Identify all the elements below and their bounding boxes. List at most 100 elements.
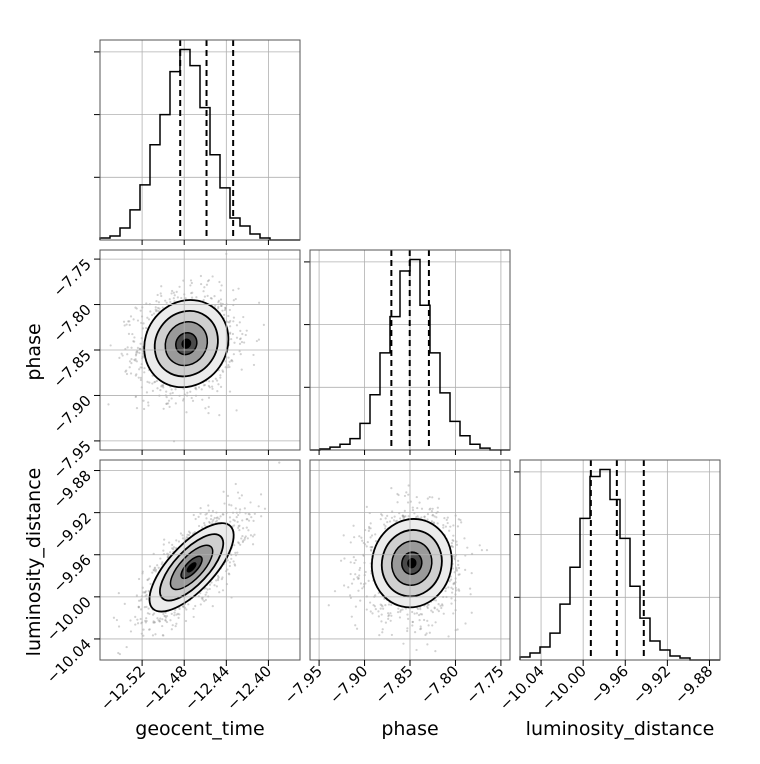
scatter-point	[357, 589, 360, 592]
scatter-point	[406, 501, 410, 504]
scatter-point	[365, 545, 368, 548]
scatter-point	[170, 388, 173, 391]
scatter-point	[166, 402, 170, 405]
scatter-point	[416, 506, 419, 510]
scatter-point	[361, 587, 364, 590]
scatter-point	[374, 608, 377, 611]
scatter-point	[245, 518, 248, 521]
scatter-point	[390, 633, 394, 637]
scatter-point	[356, 576, 359, 579]
scatter-point	[419, 625, 422, 628]
scatter-point	[213, 516, 216, 520]
scatter-point	[431, 611, 434, 614]
scatter-point	[243, 536, 247, 539]
scatter-point	[413, 631, 417, 634]
scatter-point	[214, 520, 217, 523]
scatter-point	[166, 555, 169, 558]
scatter-point	[137, 605, 140, 608]
scatter-point	[204, 587, 207, 590]
scatter-point	[246, 537, 249, 540]
scatter-point	[165, 390, 168, 393]
x-tick-label: −7.90	[326, 662, 371, 707]
scatter-point	[485, 549, 489, 552]
scatter-point	[157, 301, 161, 304]
scatter-point	[171, 543, 174, 546]
scatter-point	[148, 451, 150, 453]
scatter-point	[447, 635, 450, 638]
y-tick-label: −7.90	[50, 392, 95, 437]
scatter-point	[396, 501, 399, 504]
x-axis-label-luminosity-distance: luminosity_distance	[526, 718, 715, 740]
scatter-point	[218, 414, 221, 417]
scatter-point	[230, 359, 233, 362]
scatter-point	[379, 603, 382, 606]
scatter-panel-geocent_time-vs-phase	[99, 249, 301, 453]
scatter-point	[129, 619, 132, 622]
scatter-point	[168, 298, 171, 301]
scatter-point	[146, 380, 149, 383]
scatter-point	[158, 307, 161, 310]
scatter-point	[171, 391, 174, 395]
scatter-point	[160, 285, 163, 288]
scatter-point	[157, 619, 160, 622]
scatter-point	[434, 599, 438, 602]
scatter-point	[343, 557, 346, 560]
scatter-point	[444, 587, 448, 590]
scatter-point	[433, 606, 436, 609]
scatter-point	[162, 386, 165, 389]
scatter-point	[358, 568, 361, 572]
x-axis-label-phase: phase	[381, 718, 438, 740]
scatter-point	[419, 628, 422, 631]
scatter-point	[147, 607, 150, 610]
scatter-point	[165, 615, 169, 618]
scatter-point	[393, 515, 396, 518]
scatter-point	[432, 521, 435, 524]
scatter-point	[381, 628, 384, 631]
scatter-point	[384, 525, 387, 528]
scatter-point	[117, 625, 121, 628]
scatter-point	[348, 594, 352, 597]
scatter-point	[251, 543, 255, 546]
scatter-point	[202, 298, 205, 302]
scatter-point	[327, 604, 330, 607]
scatter-point	[226, 559, 229, 562]
scatter-point	[370, 534, 374, 537]
scatter-point	[238, 350, 241, 353]
scatter-point	[137, 376, 140, 379]
scatter-point	[205, 517, 208, 520]
scatter-point	[369, 527, 372, 530]
scatter-point	[216, 516, 219, 519]
scatter-point	[142, 399, 145, 402]
scatter-point	[354, 624, 357, 627]
y-tick-label: −7.85	[50, 346, 95, 391]
scatter-point	[235, 516, 238, 519]
scatter-point	[450, 542, 454, 545]
scatter-point	[233, 544, 236, 547]
scatter-point	[217, 383, 220, 386]
scatter-point	[401, 514, 405, 518]
scatter-point	[192, 607, 195, 610]
scatter-point	[258, 301, 261, 304]
scatter-point	[118, 652, 121, 656]
scatter-point	[202, 290, 205, 293]
scatter-point	[208, 587, 211, 591]
scatter-point	[259, 493, 263, 496]
scatter-point	[239, 353, 242, 356]
scatter-point	[139, 608, 143, 611]
scatter-point	[452, 582, 455, 585]
scatter-point	[425, 632, 428, 635]
scatter-point	[197, 524, 201, 528]
scatter-point	[149, 310, 152, 313]
scatter-point	[370, 546, 373, 549]
scatter-point	[442, 612, 445, 615]
scatter-point	[418, 619, 421, 622]
scatter-point	[160, 384, 163, 387]
scatter-point	[148, 565, 152, 568]
scatter-point	[127, 320, 130, 323]
scatter-point	[214, 377, 217, 380]
scatter-point	[257, 338, 261, 341]
scatter-point	[162, 543, 165, 546]
scatter-point	[457, 566, 461, 570]
scatter-point	[469, 593, 472, 596]
scatter-point	[132, 318, 135, 321]
